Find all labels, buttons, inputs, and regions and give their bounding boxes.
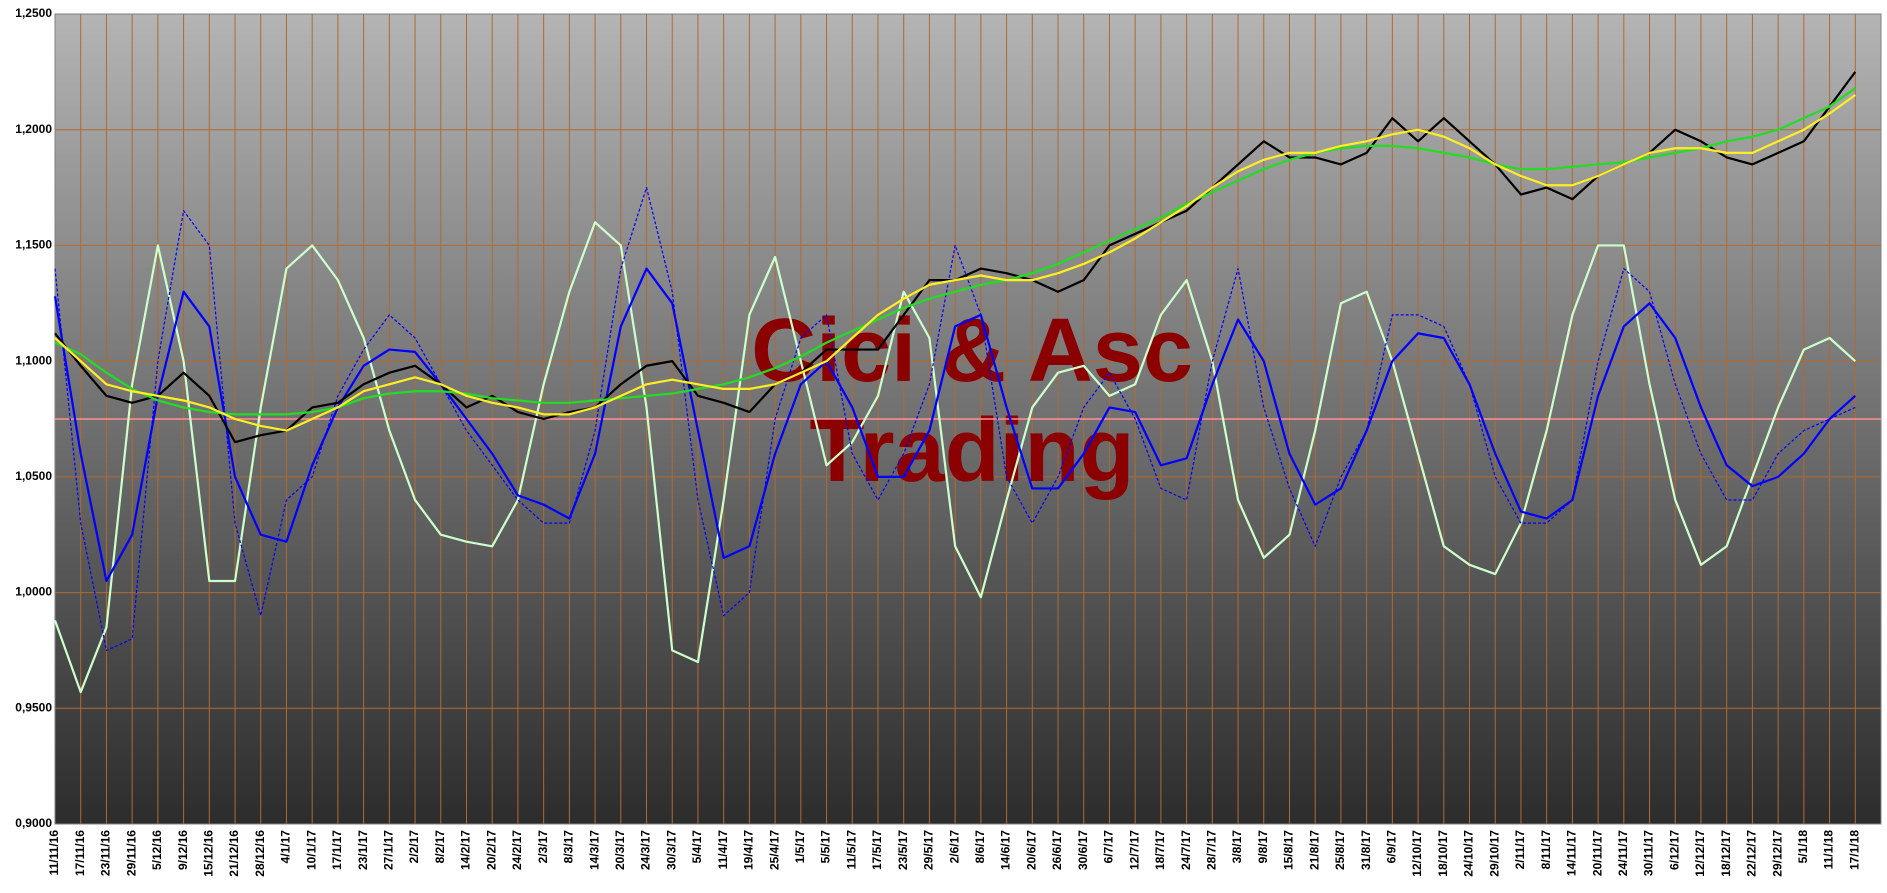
x-tick-label: 4/1/17 — [279, 830, 293, 864]
x-tick-label: 20/3/17 — [613, 830, 627, 870]
y-tick-label: 1,1500 — [15, 238, 52, 252]
x-tick-label: 18/12/17 — [1719, 830, 1733, 877]
x-tick-label: 9/8/17 — [1256, 830, 1270, 864]
x-tick-label: 11/1/18 — [1822, 830, 1836, 870]
x-tick-label: 14/2/17 — [459, 830, 473, 870]
x-tick-label: 12/12/17 — [1693, 830, 1707, 877]
x-tick-label: 23/11/16 — [99, 830, 113, 876]
x-tick-label: 21/12/16 — [227, 830, 241, 877]
x-tick-label: 25/8/17 — [1333, 830, 1347, 870]
x-tick-label: 23/1/17 — [356, 830, 370, 870]
x-tick-label: 29/11/16 — [124, 830, 138, 876]
x-tick-label: 29/12/17 — [1770, 830, 1784, 877]
series-line — [54, 186, 1856, 652]
y-tick-label: 1,2500 — [15, 6, 52, 20]
x-tick-label: 20/6/17 — [1024, 830, 1038, 870]
x-tick-label: 2/2/17 — [407, 830, 421, 864]
series-line — [54, 87, 1856, 416]
x-tick-label: 26/6/17 — [1050, 830, 1064, 870]
x-tick-label: 17/1/17 — [330, 830, 344, 870]
x-tick-label: 8/6/17 — [973, 830, 987, 864]
x-tick-label: 19/4/17 — [742, 830, 756, 870]
x-tick-label: 2/3/17 — [536, 830, 550, 864]
x-tick-label: 21/8/17 — [1307, 830, 1321, 870]
x-tick-label: 6/7/17 — [1102, 830, 1116, 864]
x-tick-label: 14/3/17 — [587, 830, 601, 870]
x-tick-label: 23/5/17 — [896, 830, 910, 870]
x-tick-label: 28/12/16 — [253, 830, 267, 877]
x-tick-label: 5/5/17 — [819, 830, 833, 864]
x-tick-label: 29/10/17 — [1487, 830, 1501, 877]
y-tick-label: 0,9500 — [15, 700, 52, 714]
y-tick-label: 1,1000 — [15, 353, 52, 367]
x-tick-label: 11/11/16 — [47, 830, 61, 876]
x-tick-label: 8/2/17 — [433, 830, 447, 864]
x-tick-label: 3/8/17 — [1230, 830, 1244, 864]
x-tick-label: 1/5/17 — [793, 830, 807, 864]
x-tick-label: 20/2/17 — [484, 830, 498, 870]
x-tick-label: 9/12/16 — [176, 830, 190, 870]
x-tick-label: 11/4/17 — [716, 830, 730, 870]
y-tick-label: 1,0000 — [15, 585, 52, 599]
x-tick-label: 20/11/17 — [1590, 830, 1604, 876]
x-tick-label: 24/7/17 — [1179, 830, 1193, 870]
x-tick-label: 30/6/17 — [1076, 830, 1090, 870]
x-tick-label: 6/12/17 — [1667, 830, 1681, 870]
x-tick-label: 10/1/17 — [304, 830, 318, 870]
x-tick-label: 11/5/17 — [844, 830, 858, 870]
x-tick-label: 17/5/17 — [870, 830, 884, 870]
x-tick-label: 24/11/17 — [1616, 830, 1630, 876]
y-tick-label: 1,2000 — [15, 122, 52, 136]
x-tick-label: 14/11/17 — [1565, 830, 1579, 876]
y-tick-label: 1,0500 — [15, 469, 52, 483]
x-tick-label: 30/3/17 — [664, 830, 678, 870]
x-tick-label: 17/11/16 — [73, 830, 87, 876]
series-line — [54, 94, 1856, 432]
x-tick-label: 5/1/18 — [1796, 830, 1810, 864]
x-tick-label: 18/7/17 — [1153, 830, 1167, 870]
x-tick-label: 5/4/17 — [690, 830, 704, 864]
x-tick-label: 12/7/17 — [1127, 830, 1141, 870]
x-tick-label: 24/10/17 — [1462, 830, 1476, 877]
x-tick-label: 12/10/17 — [1410, 830, 1424, 877]
x-tick-label: 29/5/17 — [922, 830, 936, 870]
series-line — [53, 267, 1857, 583]
x-tick-label: 15/8/17 — [1282, 830, 1296, 870]
x-tick-label: 24/2/17 — [510, 830, 524, 870]
x-tick-label: 2/6/17 — [947, 830, 961, 864]
x-tick-label: 24/3/17 — [639, 830, 653, 870]
x-tick-label: 15/12/16 — [201, 830, 215, 877]
x-tick-label: 22/12/17 — [1745, 830, 1759, 877]
x-tick-label: 17/1/18 — [1847, 830, 1861, 870]
x-tick-label: 18/10/17 — [1436, 830, 1450, 877]
x-tick-label: 5/12/16 — [150, 830, 164, 870]
x-tick-label: 14/6/17 — [999, 830, 1013, 870]
x-tick-label: 2/11/17 — [1513, 830, 1527, 870]
x-tick-label: 8/3/17 — [562, 830, 576, 864]
x-tick-label: 27/1/17 — [382, 830, 396, 870]
x-tick-label: 25/4/17 — [767, 830, 781, 870]
x-tick-label: 30/11/17 — [1642, 830, 1656, 876]
y-tick-label: 0,9000 — [15, 816, 52, 830]
series-line — [53, 221, 1857, 694]
x-tick-label: 8/11/17 — [1539, 830, 1553, 870]
x-tick-label: 31/8/17 — [1359, 830, 1373, 870]
x-tick-label: 28/7/17 — [1204, 830, 1218, 870]
watermark: Cici & Asc — [751, 301, 1193, 401]
x-tick-label: 6/9/17 — [1385, 830, 1399, 864]
